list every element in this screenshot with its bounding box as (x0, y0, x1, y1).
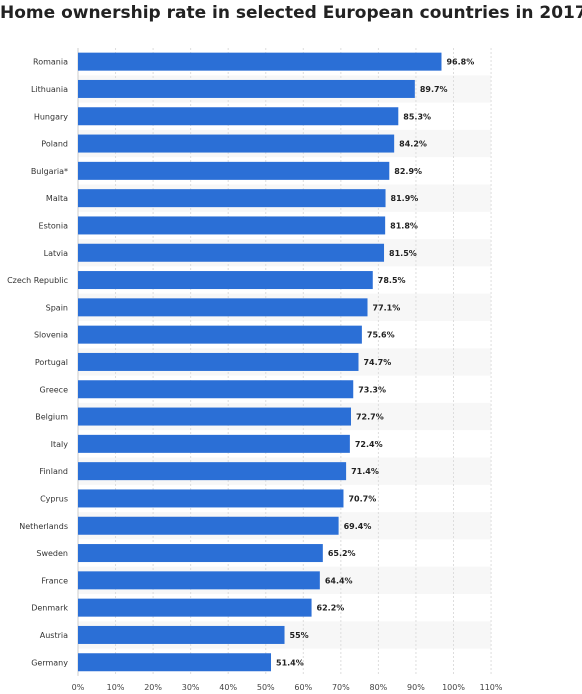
category-label: Bulgaria* (31, 167, 68, 176)
x-tick-label: 60% (294, 683, 312, 692)
bar (78, 489, 344, 508)
value-label: 85.3% (403, 112, 431, 121)
bar (78, 380, 354, 399)
value-label: 96.8% (446, 58, 474, 67)
x-tick-label: 0% (72, 683, 85, 692)
value-label: 81.8% (390, 221, 418, 230)
bar (78, 243, 385, 262)
x-tick-label: 70% (332, 683, 350, 692)
chart-title: Home ownership rate in selected European… (0, 3, 582, 23)
bar (78, 271, 373, 290)
category-label: Greece (40, 385, 69, 394)
bar (78, 653, 272, 672)
category-label: Germany (31, 658, 68, 667)
value-label: 51.4% (276, 658, 304, 667)
category-label: Romania (33, 58, 68, 67)
x-tick-label: 80% (370, 683, 388, 692)
category-label: Hungary (34, 112, 68, 121)
value-label: 72.4% (355, 440, 383, 449)
bar (78, 189, 386, 208)
bar (78, 544, 323, 563)
bar (78, 134, 395, 153)
bar (78, 298, 368, 317)
category-label: Portugal (35, 358, 68, 367)
bar-chart: 0% 10% 20% 30% 40% 50% 60% 70% 80% 90% 100% 110% Rom… (7, 48, 503, 692)
x-tick-label: 110% (480, 683, 503, 692)
bar (78, 462, 347, 481)
bar (78, 79, 415, 98)
value-label: 72.7% (356, 413, 384, 422)
category-label: Lithuania (31, 85, 68, 94)
category-label: Latvia (44, 249, 68, 258)
value-label: 73.3% (358, 385, 386, 394)
x-tick-label: 100% (442, 683, 465, 692)
x-tick-label: 30% (182, 683, 200, 692)
value-label: 81.9% (391, 194, 419, 203)
bar (78, 161, 390, 180)
category-label: Netherlands (19, 522, 68, 531)
value-label: 55% (290, 631, 309, 640)
category-label: Poland (41, 140, 68, 149)
x-tick-label: 10% (107, 683, 125, 692)
bar (78, 216, 386, 235)
bar (78, 352, 359, 371)
bar (78, 407, 351, 426)
value-label: 89.7% (420, 85, 448, 94)
category-label: Denmark (31, 604, 68, 613)
x-tick-label: 90% (407, 683, 425, 692)
value-label: 64.4% (325, 576, 353, 585)
value-label: 62.2% (317, 604, 345, 613)
category-label: Cyprus (40, 494, 68, 503)
x-tick-label: 40% (219, 683, 237, 692)
value-label: 70.7% (348, 494, 376, 503)
value-label: 71.4% (351, 467, 379, 476)
category-label: Italy (51, 440, 69, 449)
bar (78, 598, 312, 617)
value-label: 81.5% (389, 249, 417, 258)
bar (78, 107, 399, 126)
value-label: 75.6% (367, 331, 395, 340)
category-label: France (41, 576, 68, 585)
bar (78, 52, 442, 71)
value-label: 84.2% (399, 140, 427, 149)
category-label: Czech Republic (7, 276, 68, 285)
bar (78, 625, 285, 644)
category-label: Estonia (39, 221, 69, 230)
category-label: Spain (46, 303, 68, 312)
bar (78, 516, 339, 535)
x-tick-label: 50% (257, 683, 275, 692)
category-label: Malta (46, 194, 68, 203)
value-label: 77.1% (373, 303, 401, 312)
category-label: Finland (39, 467, 68, 476)
value-label: 69.4% (344, 522, 372, 531)
category-label: Sweden (36, 549, 68, 558)
category-label: Austria (40, 631, 68, 640)
category-label: Slovenia (34, 331, 68, 340)
bar (78, 571, 320, 590)
value-label: 74.7% (363, 358, 391, 367)
x-tick-label: 20% (144, 683, 162, 692)
bar (78, 434, 350, 453)
value-label: 78.5% (378, 276, 406, 285)
value-label: 82.9% (394, 167, 422, 176)
value-label: 65.2% (328, 549, 356, 558)
bar (78, 325, 362, 344)
category-label: Belgium (35, 413, 68, 422)
